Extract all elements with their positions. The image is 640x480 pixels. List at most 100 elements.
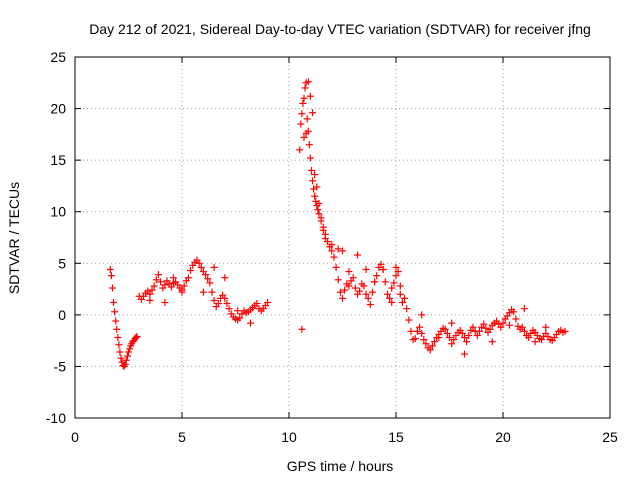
data-point [328,247,336,255]
data-point [512,315,520,323]
data-point [518,323,526,331]
data-point [351,284,359,292]
data-point [117,354,125,362]
data-point [146,290,154,298]
x-axis-label: GPS time / hours [287,458,394,474]
data-point [411,335,419,343]
data-point [394,268,402,276]
data-point [465,331,473,339]
data-point [214,300,222,308]
data-point [341,286,349,294]
data-point [306,92,314,100]
x-tick-label: 25 [602,429,618,445]
data-point [420,336,428,344]
data-point [460,334,468,342]
data-point [368,288,376,296]
data-point [304,78,312,86]
data-point [311,192,319,200]
data-point [150,282,158,290]
data-point [398,298,406,306]
data-point [301,84,309,92]
data-point [497,323,505,331]
data-point [195,259,203,267]
chart-title: Day 212 of 2021, Sidereal Day-to-day VTE… [89,21,591,37]
data-point [379,265,387,273]
y-tick-label: 5 [58,255,66,271]
data-point [111,308,119,316]
data-point [133,333,141,341]
data-point [328,241,336,249]
data-point [122,356,130,364]
data-point [300,94,308,102]
data-point [187,267,195,275]
data-point [520,305,528,313]
data-point [336,288,344,296]
data-point [431,338,439,346]
data-point [426,346,434,354]
y-tick-label: 25 [50,49,66,65]
data-point [531,338,539,346]
data-point [525,334,533,342]
data-point [390,279,398,287]
data-point [146,296,154,304]
data-point [422,340,430,348]
data-point [345,282,353,290]
data-point [443,329,451,337]
data-point [112,317,120,325]
data-point [510,308,518,316]
data-point [482,324,490,332]
data-point [298,325,306,333]
data-point [110,298,118,306]
data-point [396,290,404,298]
data-point [345,268,353,276]
data-point [460,350,468,358]
y-axis-label: SDTVAR / TECUs [6,182,22,294]
data-point [208,288,216,296]
x-tick-label: 20 [495,429,511,445]
data-point [371,278,379,286]
data-point [388,298,396,306]
data-point [125,348,132,356]
data-point [306,154,314,162]
data-point [106,265,114,273]
data-point [303,115,311,123]
data-point [364,294,372,302]
data-point [309,177,317,185]
axis-ticks [74,56,611,419]
data-point [184,274,192,282]
data-point [360,282,368,290]
data-point [236,314,244,322]
data-point [383,290,391,298]
data-point [561,327,569,335]
y-tick-label: -5 [54,358,67,374]
data-point [520,327,528,335]
data-point [309,109,317,117]
data-point [405,316,413,324]
data-point [221,294,229,302]
data-point [116,348,124,356]
data-point [435,334,443,342]
data-point [366,301,374,309]
data-point [114,334,122,342]
data-point [448,340,456,348]
data-point [413,327,421,335]
y-tick-label: 15 [50,152,66,168]
data-point [178,288,186,296]
data-point [488,338,496,346]
data-point [505,321,513,329]
data-point [202,271,210,279]
data-point [401,294,409,302]
data-point [113,325,121,333]
data-point [392,263,400,271]
data-point [407,327,415,335]
data-point [356,287,364,295]
data-point [542,323,550,331]
data-point [126,345,134,353]
data-point [469,323,477,331]
data-point [392,272,400,280]
data-point [319,226,327,234]
data-point [315,199,323,207]
data-point [362,265,370,273]
grid [75,57,610,418]
